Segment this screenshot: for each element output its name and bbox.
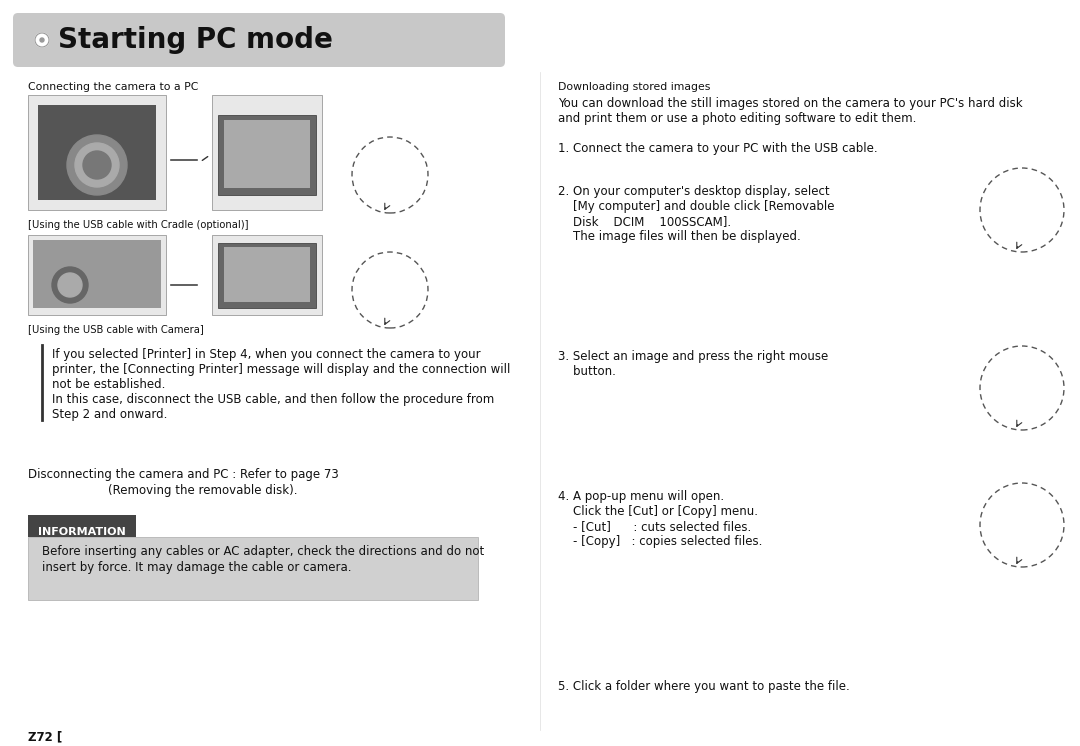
Circle shape xyxy=(52,267,87,303)
Text: and print them or use a photo editing software to edit them.: and print them or use a photo editing so… xyxy=(558,112,916,125)
FancyBboxPatch shape xyxy=(38,105,156,200)
FancyBboxPatch shape xyxy=(13,13,505,67)
Circle shape xyxy=(75,143,119,187)
FancyBboxPatch shape xyxy=(212,235,322,315)
Circle shape xyxy=(58,273,82,297)
Text: Disk    DCIM    100SSCAM].: Disk DCIM 100SSCAM]. xyxy=(558,215,731,228)
Text: [Using the USB cable with Camera]: [Using the USB cable with Camera] xyxy=(28,325,204,335)
Text: Downloading stored images: Downloading stored images xyxy=(558,82,711,92)
Text: 2. On your computer's desktop display, select: 2. On your computer's desktop display, s… xyxy=(558,185,829,198)
Text: [Using the USB cable with Cradle (optional)]: [Using the USB cable with Cradle (option… xyxy=(28,220,248,230)
Text: Starting PC mode: Starting PC mode xyxy=(58,26,333,54)
FancyBboxPatch shape xyxy=(28,537,478,600)
Text: button.: button. xyxy=(558,365,616,378)
Text: Connecting the camera to a PC: Connecting the camera to a PC xyxy=(28,82,199,92)
Text: The image files will then be displayed.: The image files will then be displayed. xyxy=(558,230,800,243)
Text: Disconnecting the camera and PC : Refer to page 73: Disconnecting the camera and PC : Refer … xyxy=(28,468,339,481)
Text: printer, the [Connecting Printer] message will display and the connection will: printer, the [Connecting Printer] messag… xyxy=(52,363,511,376)
Text: 1. Connect the camera to your PC with the USB cable.: 1. Connect the camera to your PC with th… xyxy=(558,142,878,155)
Text: 5. Click a folder where you want to paste the file.: 5. Click a folder where you want to past… xyxy=(558,680,850,693)
Text: (Removing the removable disk).: (Removing the removable disk). xyxy=(108,484,297,497)
Text: 3. Select an image and press the right mouse: 3. Select an image and press the right m… xyxy=(558,350,828,363)
Text: 4. A pop-up menu will open.: 4. A pop-up menu will open. xyxy=(558,490,724,503)
FancyBboxPatch shape xyxy=(28,95,166,210)
Text: Step 2 and onward.: Step 2 and onward. xyxy=(52,408,167,421)
Circle shape xyxy=(40,38,44,42)
Text: You can download the still images stored on the camera to your PC's hard disk: You can download the still images stored… xyxy=(558,97,1023,110)
Text: insert by force. It may damage the cable or camera.: insert by force. It may damage the cable… xyxy=(42,561,351,574)
FancyBboxPatch shape xyxy=(218,115,316,195)
Text: not be established.: not be established. xyxy=(52,378,165,391)
Circle shape xyxy=(35,33,49,47)
Text: - [Copy]   : copies selected files.: - [Copy] : copies selected files. xyxy=(558,535,762,548)
FancyBboxPatch shape xyxy=(224,120,310,188)
FancyBboxPatch shape xyxy=(33,240,161,308)
Text: ⬛: ⬛ xyxy=(87,140,106,169)
FancyBboxPatch shape xyxy=(28,515,136,537)
Text: - [Cut]      : cuts selected files.: - [Cut] : cuts selected files. xyxy=(558,520,752,533)
Text: If you selected [Printer] in Step 4, when you connect the camera to your: If you selected [Printer] in Step 4, whe… xyxy=(52,348,481,361)
Circle shape xyxy=(67,135,127,195)
FancyBboxPatch shape xyxy=(212,95,322,210)
Text: Z72 [: Z72 [ xyxy=(28,730,63,743)
Text: In this case, disconnect the USB cable, and then follow the procedure from: In this case, disconnect the USB cable, … xyxy=(52,393,495,406)
FancyBboxPatch shape xyxy=(218,243,316,308)
Circle shape xyxy=(83,151,111,179)
Text: Click the [Cut] or [Copy] menu.: Click the [Cut] or [Copy] menu. xyxy=(558,505,758,518)
Text: Before inserting any cables or AC adapter, check the directions and do not: Before inserting any cables or AC adapte… xyxy=(42,545,484,558)
Text: INFORMATION: INFORMATION xyxy=(38,527,126,537)
FancyBboxPatch shape xyxy=(28,235,166,315)
FancyBboxPatch shape xyxy=(224,247,310,302)
Text: [My computer] and double click [Removable: [My computer] and double click [Removabl… xyxy=(558,200,835,213)
